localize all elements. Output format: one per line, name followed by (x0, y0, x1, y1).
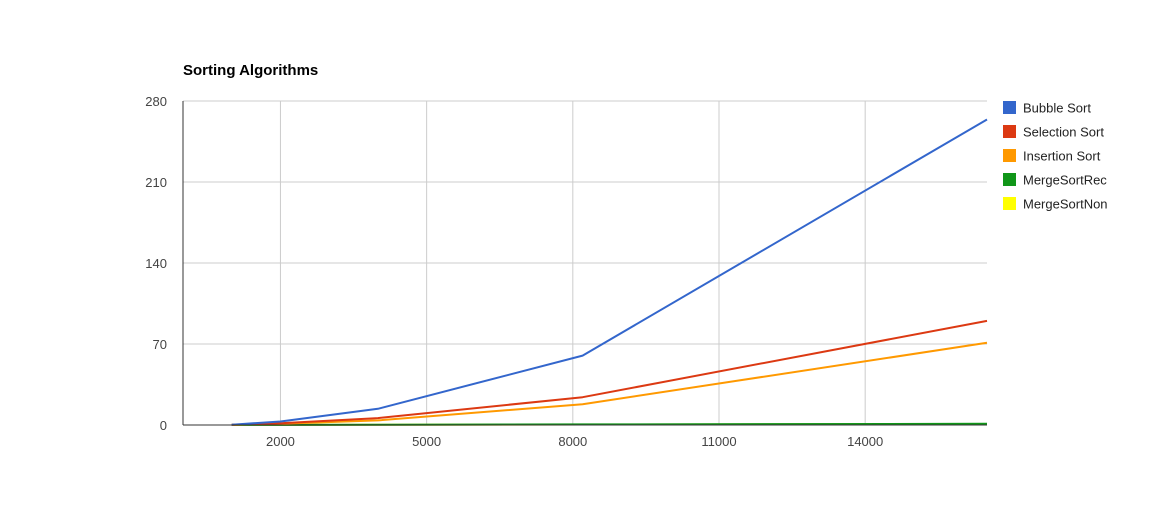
x-tick-label: 2000 (266, 434, 295, 449)
x-tick-label: 14000 (847, 434, 883, 449)
legend: Bubble Sort Selection Sort Insertion Sort M… (1003, 101, 1108, 212)
legend-label-insertion-sort: Insertion Sort (1023, 149, 1101, 164)
legend-swatch-selection-sort (1003, 125, 1016, 138)
legend-swatch-mergesortnon (1003, 197, 1016, 210)
y-tick-label: 210 (145, 175, 167, 190)
plot-area (231, 118, 988, 426)
axes: 0 70 140 210 280 2000 5000 8000 11000 14000 (145, 94, 987, 449)
y-tick-label: 70 (153, 337, 167, 352)
series-line-bubble-sort (231, 118, 988, 426)
legend-swatch-bubble-sort (1003, 101, 1016, 114)
x-tick-label: 5000 (412, 434, 441, 449)
legend-label-bubble-sort: Bubble Sort (1023, 101, 1091, 116)
legend-label-mergesortrec: MergeSortRec (1023, 173, 1107, 188)
chart-title: Sorting Algorithms (183, 62, 318, 79)
y-tick-label: 0 (160, 418, 167, 433)
x-tick-label: 8000 (558, 434, 587, 449)
gridlines (183, 100, 987, 425)
legend-swatch-insertion-sort (1003, 149, 1016, 162)
x-tick-label: 11000 (701, 434, 736, 449)
series-line-selection-sort (231, 319, 988, 426)
legend-label-selection-sort: Selection Sort (1023, 125, 1104, 140)
y-tick-label: 280 (145, 94, 167, 109)
legend-swatch-mergesortrec (1003, 173, 1016, 186)
legend-label-mergesortnon: MergeSortNon (1023, 197, 1108, 212)
y-tick-label: 140 (145, 256, 167, 271)
